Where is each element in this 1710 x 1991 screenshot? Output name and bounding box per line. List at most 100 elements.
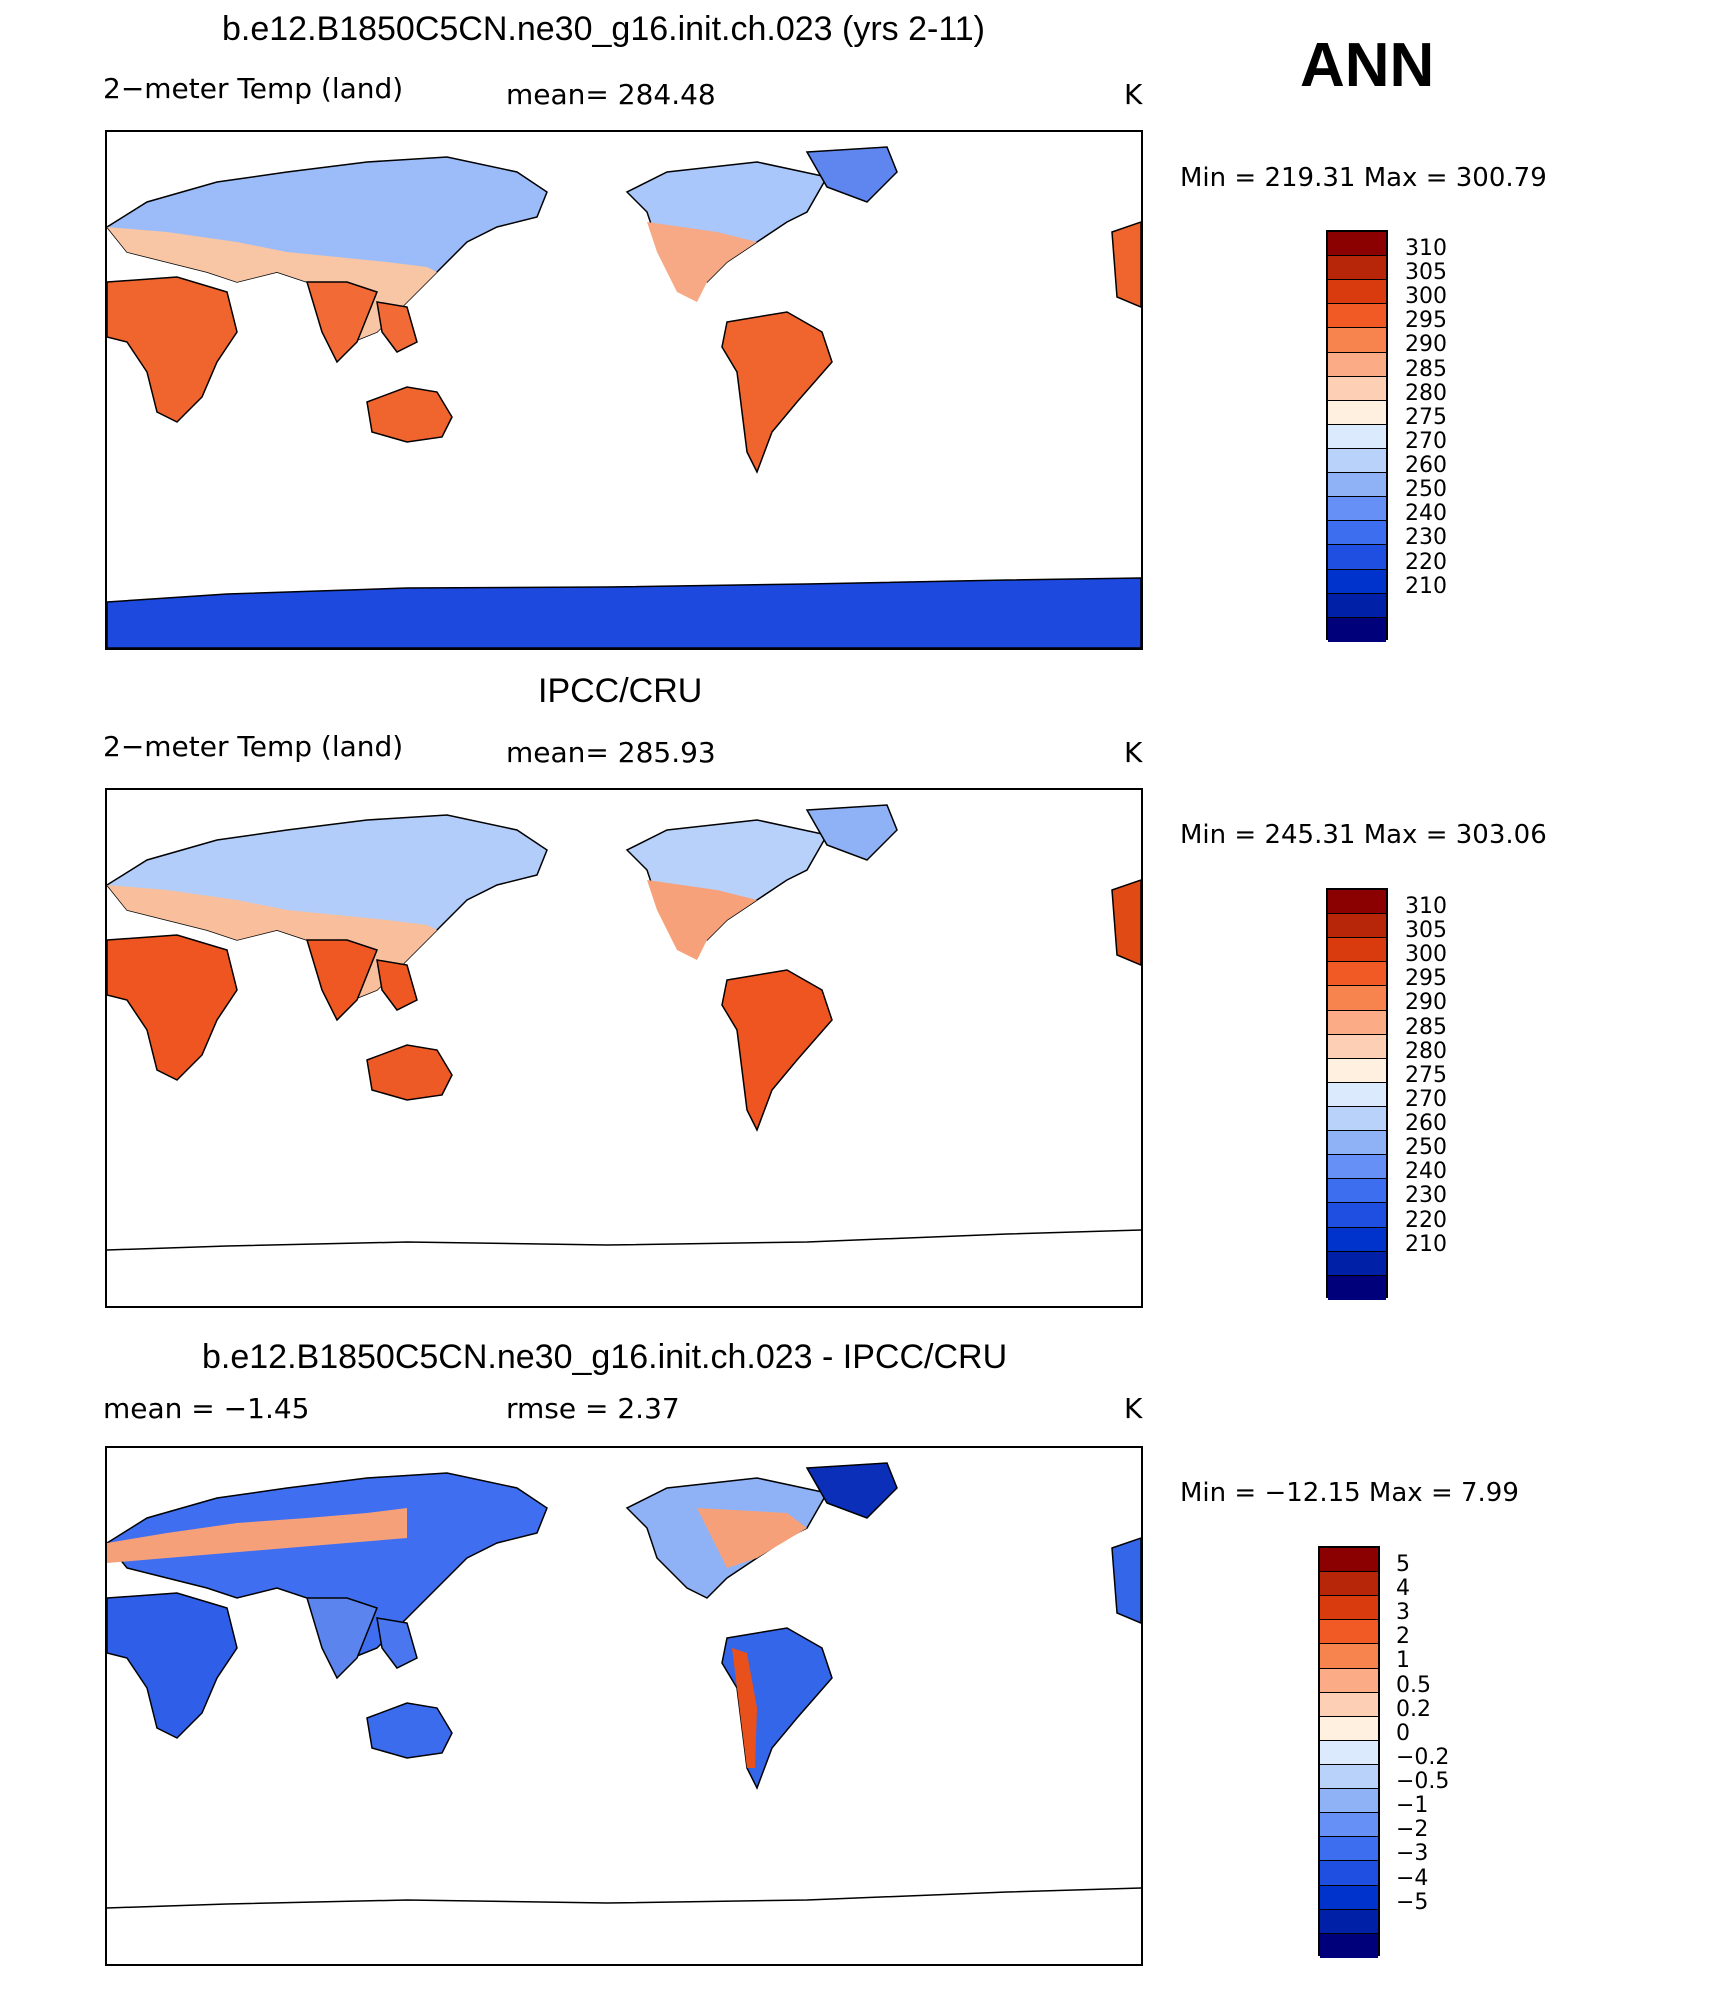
panel3-colorbar [1318, 1546, 1380, 1958]
colorbar-segment [1328, 280, 1386, 305]
colorbar-segment [1328, 376, 1386, 401]
africa-east-edge [1111, 221, 1141, 308]
colorbar-label: 285 [1405, 1014, 1447, 1040]
colorbar-segment [1328, 328, 1386, 353]
north-america-warm [647, 222, 757, 302]
colorbar-segment [1328, 1275, 1386, 1300]
colorbar-segment [1328, 424, 1386, 449]
colorbar-segment [1328, 1082, 1386, 1107]
colorbar-label: 250 [1405, 477, 1447, 503]
australia [366, 1044, 453, 1101]
colorbar-label: −5 [1396, 1889, 1429, 1915]
panel2-colorbar-strip [1326, 888, 1388, 1300]
colorbar-label: 250 [1405, 1135, 1447, 1161]
colorbar-segment [1328, 304, 1386, 329]
africa [107, 934, 238, 1081]
panel2-minmax: Min = 245.31 Max = 303.06 [1180, 820, 1547, 850]
panel3-colorbar-strip [1318, 1546, 1380, 1958]
colorbar-segment [1328, 232, 1386, 257]
africa [107, 1592, 238, 1739]
andes [732, 1648, 757, 1768]
north-america [625, 819, 829, 941]
colorbar-segment [1328, 448, 1386, 474]
panel3-map [105, 1446, 1143, 1966]
colorbar-label: 3 [1396, 1600, 1410, 1626]
south-america [721, 969, 833, 1132]
eurasia-warm-band [107, 1508, 407, 1563]
colorbar-label: 290 [1405, 332, 1447, 358]
panel2-colorbar [1326, 888, 1388, 1300]
colorbar-label: 240 [1405, 501, 1447, 527]
colorbar-segment [1328, 962, 1386, 987]
panel1-title: b.e12.B1850C5CN.ne30_g16.init.ch.023 (yr… [222, 10, 985, 48]
panel3-title: b.e12.B1850C5CN.ne30_g16.init.ch.023 - I… [202, 1338, 1008, 1376]
panel2-colorbar-labels: 310 305 300 295 290 285 280 275 270 260 250 240 230 2… [1405, 896, 1525, 1293]
colorbar-segment [1328, 569, 1386, 594]
colorbar-segment [1328, 1034, 1386, 1059]
colorbar-segment [1328, 890, 1386, 915]
colorbar-segment [1320, 1572, 1378, 1597]
panel2-title: IPCC/CRU [538, 672, 703, 710]
colorbar-label: 1 [1396, 1648, 1410, 1674]
panel2-landmasses [107, 804, 1141, 1251]
colorbar-segment [1328, 593, 1386, 618]
north-america-warm [697, 1508, 807, 1568]
colorbar-label: 305 [1405, 260, 1447, 286]
panel1-units: K [1124, 78, 1143, 111]
panel1-colorbar-labels: 310 305 300 295 290 285 280 275 270 260 250 240 230 2… [1405, 238, 1525, 635]
panel2-units: K [1124, 736, 1143, 769]
colorbar-label: 5 [1396, 1552, 1410, 1577]
panel1-map [105, 130, 1143, 650]
colorbar-label: 240 [1405, 1159, 1447, 1185]
colorbar-label: 300 [1405, 284, 1447, 310]
colorbar-label: 230 [1405, 1183, 1447, 1209]
north-america [625, 161, 829, 283]
africa [107, 276, 238, 423]
colorbar-segment [1320, 1885, 1378, 1910]
australia [366, 386, 453, 443]
panel3-minmax: Min = −12.15 Max = 7.99 [1180, 1478, 1519, 1508]
colorbar-label: 275 [1405, 1062, 1447, 1088]
southeast-asia [376, 301, 418, 353]
colorbar-segment [1328, 1010, 1386, 1035]
colorbar-label: −0.2 [1396, 1744, 1450, 1770]
panel2-mean: mean= 285.93 [506, 736, 716, 769]
colorbar-segment [1328, 1155, 1386, 1180]
colorbar-label: 210 [1405, 1231, 1447, 1257]
colorbar-segment [1320, 1933, 1378, 1958]
colorbar-segment [1328, 1179, 1386, 1204]
colorbar-segment [1328, 938, 1386, 963]
colorbar-label: 260 [1405, 453, 1447, 479]
colorbar-segment [1328, 1106, 1386, 1132]
antarctica-outline [107, 1887, 1141, 1909]
africa-east-edge [1111, 879, 1141, 966]
colorbar-segment [1320, 1548, 1378, 1573]
colorbar-segment [1328, 1251, 1386, 1276]
panel1-colorbar [1326, 230, 1388, 642]
colorbar-segment [1328, 497, 1386, 522]
colorbar-label: 310 [1405, 236, 1447, 261]
colorbar-label: 310 [1405, 894, 1447, 919]
greenland [805, 1462, 898, 1519]
colorbar-segment [1320, 1716, 1378, 1741]
colorbar-label: 230 [1405, 525, 1447, 551]
colorbar-segment [1328, 1131, 1386, 1156]
southeast-asia [376, 1617, 418, 1669]
colorbar-segment [1328, 256, 1386, 281]
colorbar-segment [1328, 521, 1386, 546]
colorbar-label: −1 [1396, 1793, 1429, 1819]
colorbar-segment [1320, 1909, 1378, 1934]
panel1-map-svg [107, 146, 1141, 648]
colorbar-segment [1328, 617, 1386, 642]
panel3-mean: mean = −1.45 [103, 1392, 310, 1425]
colorbar-segment [1320, 1764, 1378, 1790]
colorbar-label: 280 [1405, 1038, 1447, 1064]
colorbar-segment [1320, 1789, 1378, 1814]
colorbar-label: 220 [1405, 1207, 1447, 1233]
panel1-field-label: 2−meter Temp (land) [103, 72, 404, 105]
colorbar-label: 220 [1405, 549, 1447, 575]
panel3-rmse: rmse = 2.37 [506, 1392, 680, 1425]
panel1-mean: mean= 284.48 [506, 78, 716, 111]
colorbar-label: 295 [1405, 966, 1447, 992]
panel1-minmax: Min = 219.31 Max = 300.79 [1180, 163, 1547, 193]
